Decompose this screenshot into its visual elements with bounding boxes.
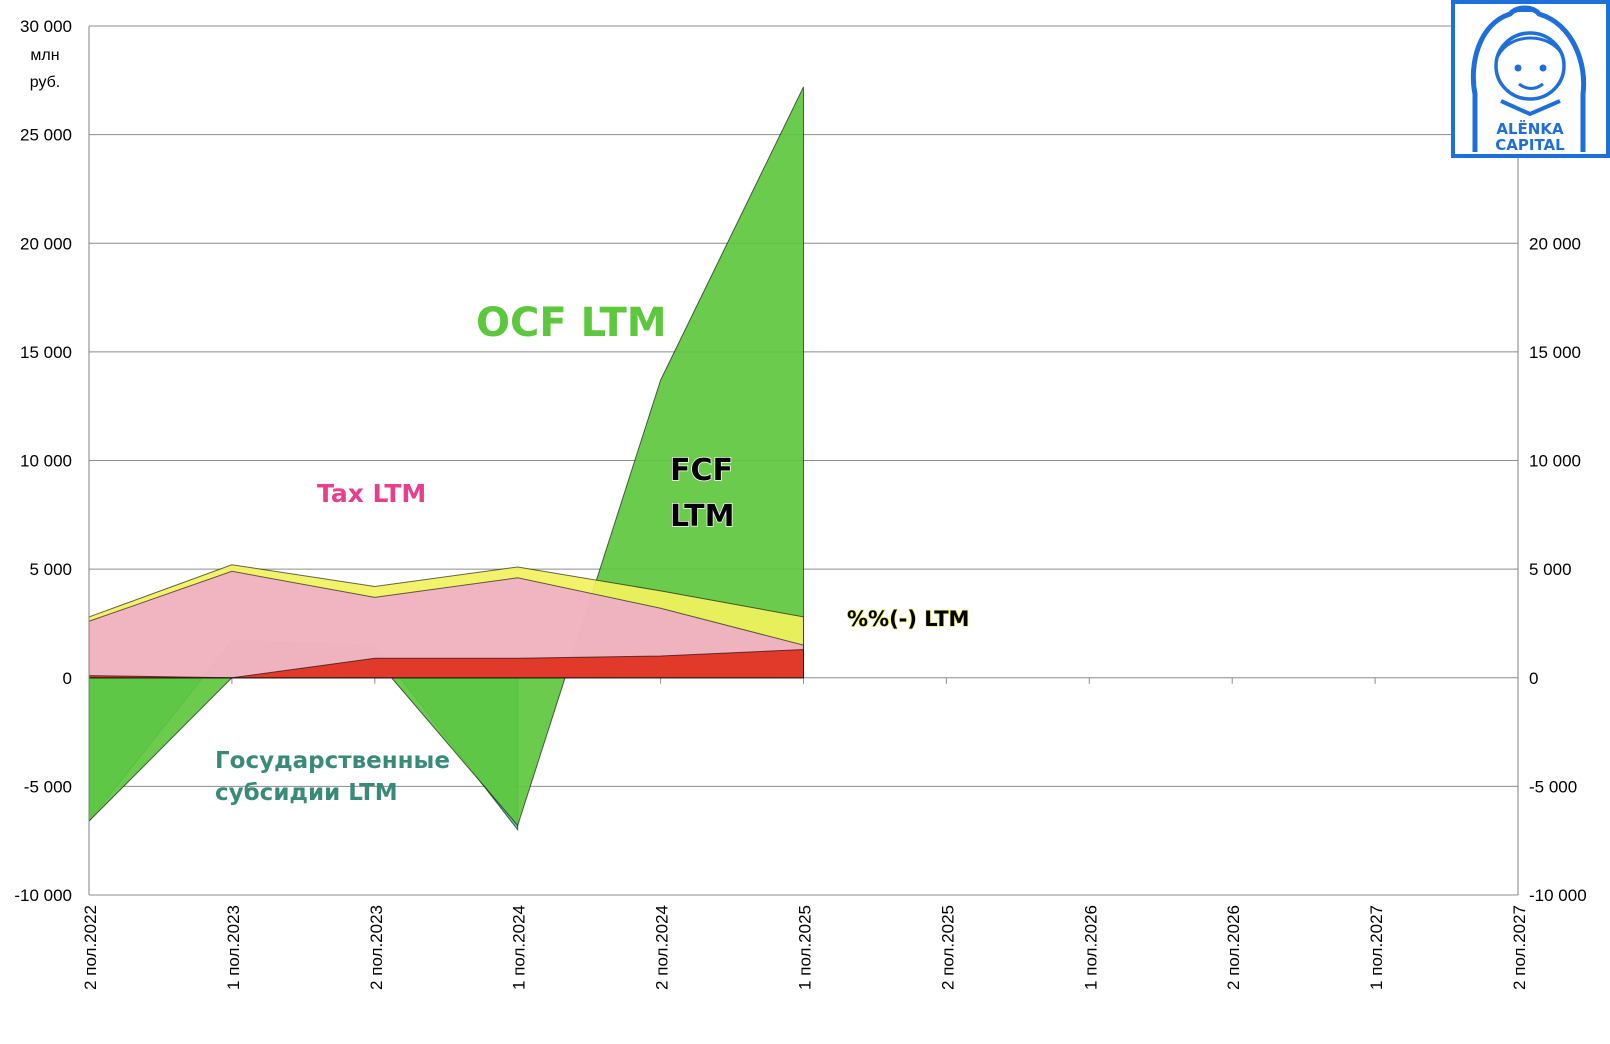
y-axis-right-ticks: -10 000 -5 000 0 5 000 10 000 15 000 20 000 xyxy=(1529,234,1587,905)
y-left-tick-label-0: -10 000 xyxy=(14,886,72,905)
y-axis-left-ticks: -10 000 -5 000 0 5 000 10 000 15 000 20 000 25 … xyxy=(14,17,72,905)
unit-label-line1: млн xyxy=(30,47,59,64)
series-area-4 xyxy=(88,648,804,679)
series-areas xyxy=(88,86,804,832)
alenka-capital-logo: ALËNKA CAPITAL xyxy=(1451,0,1610,158)
x-axis-ticks: 2 пол.2022 1 пол.2023 2 пол.2023 1 пол.2024… xyxy=(81,905,1529,990)
y-right-tick-label-4: 10 000 xyxy=(1529,452,1581,471)
subsidies-label-line1: Государственные xyxy=(215,748,450,774)
y-left-tick-label-5: 15 000 xyxy=(20,343,72,362)
logo-line1: ALËNKA xyxy=(1496,119,1564,138)
logo-line2: CAPITAL xyxy=(1495,136,1565,154)
fcf-label-line2: LTM xyxy=(670,499,734,534)
y-right-tick-label-5: 15 000 xyxy=(1529,343,1581,362)
y-right-tick-label-0: -10 000 xyxy=(1529,886,1587,905)
subsidies-label-line2: субсидии LTM xyxy=(215,780,398,806)
y-right-tick-label-6: 20 000 xyxy=(1529,234,1581,253)
unit-label-line2: руб. xyxy=(30,74,61,91)
y-left-tick-label-2: 0 xyxy=(63,669,72,688)
x-tick-label-3: 1 пол.2024 xyxy=(510,905,529,990)
x-tick-label-5: 1 пол.2025 xyxy=(796,905,815,990)
x-tick-label-2: 2 пол.2023 xyxy=(367,905,386,990)
x-tick-label-1: 1 пол.2023 xyxy=(224,905,243,990)
y-left-tick-label-6: 20 000 xyxy=(20,234,72,253)
x-tick-label-10: 2 пол.2027 xyxy=(1510,905,1529,990)
y-right-tick-label-2: 0 xyxy=(1529,669,1538,688)
tax-label: Tax LTM xyxy=(317,479,426,508)
y-left-tick-label-8: 30 000 xyxy=(20,17,72,36)
x-tick-label-8: 2 пол.2026 xyxy=(1224,905,1243,990)
x-tick-label-4: 2 пол.2024 xyxy=(653,905,672,990)
y-left-tick-label-4: 10 000 xyxy=(20,452,72,471)
interest-label: %%(-) LTM xyxy=(847,607,969,631)
x-tick-label-0: 2 пол.2022 xyxy=(81,905,100,990)
x-tick-label-7: 1 пол.2026 xyxy=(1081,905,1100,990)
y-left-tick-label-1: -5 000 xyxy=(24,777,72,796)
axes xyxy=(88,26,1519,895)
y-right-tick-label-1: -5 000 xyxy=(1529,777,1577,796)
fcf-label-line1: FCF xyxy=(670,453,733,488)
ocf-label: OCF LTM xyxy=(476,300,667,346)
y-left-tick-label-7: 25 000 xyxy=(20,126,72,145)
x-tick-label-9: 1 пол.2027 xyxy=(1367,905,1386,990)
x-tick-label-6: 2 пол.2025 xyxy=(938,905,957,990)
y-left-tick-label-3: 5 000 xyxy=(29,560,72,579)
y-right-tick-label-3: 5 000 xyxy=(1529,560,1572,579)
